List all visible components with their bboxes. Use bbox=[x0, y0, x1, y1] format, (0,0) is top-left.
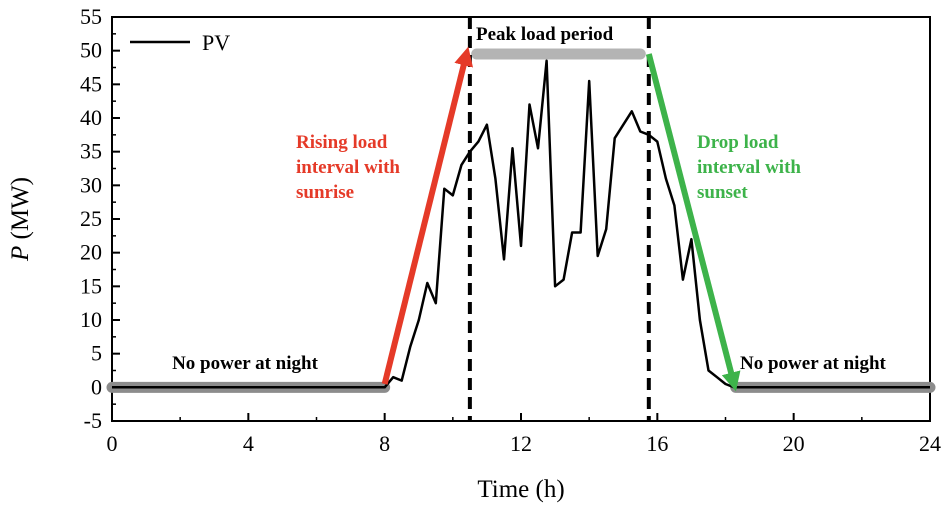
y-tick-label: 25 bbox=[80, 206, 102, 231]
rising-load-label: interval with bbox=[296, 157, 400, 178]
y-tick-label: 0 bbox=[91, 374, 102, 399]
y-tick-label: 55 bbox=[80, 4, 102, 29]
y-tick-label: 35 bbox=[80, 139, 102, 164]
y-axis-title: P (MW) bbox=[7, 177, 34, 262]
bands-layer bbox=[106, 48, 936, 393]
y-tick-label: 50 bbox=[80, 38, 102, 63]
legend-label-pv: PV bbox=[202, 30, 230, 55]
rising-load-label: Rising load bbox=[296, 132, 388, 153]
y-tick-label: 20 bbox=[80, 240, 102, 265]
arrows-layer bbox=[381, 46, 741, 392]
y-tick-label: 30 bbox=[80, 172, 102, 197]
y-tick-label: 5 bbox=[91, 341, 102, 366]
no-power-label: No power at night bbox=[740, 353, 887, 374]
y-tick-label: -5 bbox=[84, 408, 102, 433]
x-tick-label: 12 bbox=[510, 431, 532, 456]
vlines-layer bbox=[467, 17, 651, 421]
x-tick-label: 16 bbox=[646, 431, 668, 456]
x-axis-title: Time (h) bbox=[477, 476, 564, 503]
y-axis-title-symbol: P bbox=[7, 246, 34, 262]
x-tick-label: 0 bbox=[107, 431, 118, 456]
y-tick-label: 10 bbox=[80, 307, 102, 332]
peak-load-label: Peak load period bbox=[476, 24, 614, 45]
y-tick-label: 15 bbox=[80, 273, 102, 298]
x-tick-label: 20 bbox=[783, 431, 805, 456]
y-tick-label: 40 bbox=[80, 105, 102, 130]
drop-load-arrow bbox=[645, 53, 741, 392]
drop-load-label: sunset bbox=[697, 182, 748, 203]
x-tick-label: 4 bbox=[243, 431, 254, 456]
series-layer bbox=[112, 59, 930, 389]
x-tick-label: 8 bbox=[379, 431, 390, 456]
y-axis-title-unit: (MW) bbox=[7, 177, 34, 246]
rising-load-arrow bbox=[381, 46, 474, 385]
pv-series-line bbox=[112, 59, 930, 389]
no-power-label: No power at night bbox=[172, 353, 319, 374]
y-tick-label: 45 bbox=[80, 71, 102, 96]
x-tick-label: 24 bbox=[919, 431, 941, 456]
labels-layer: Rising load interval with sunrise Drop load… bbox=[130, 24, 887, 374]
drop-load-label: Drop load bbox=[697, 132, 779, 153]
rising-load-label: sunrise bbox=[296, 182, 354, 203]
drop-load-label: interval with bbox=[697, 157, 801, 178]
